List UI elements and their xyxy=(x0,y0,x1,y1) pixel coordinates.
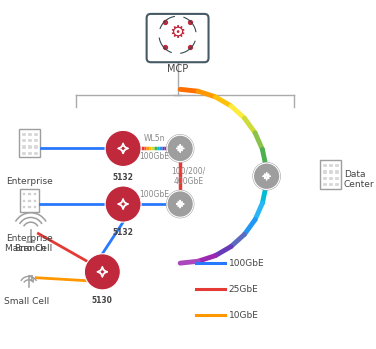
Text: Small Cell: Small Cell xyxy=(5,297,50,306)
FancyBboxPatch shape xyxy=(20,189,39,212)
Text: Macro Cell: Macro Cell xyxy=(5,244,53,253)
Bar xyxy=(335,183,338,185)
Circle shape xyxy=(167,135,193,162)
Bar xyxy=(335,164,338,166)
Bar xyxy=(34,206,36,208)
Circle shape xyxy=(84,254,120,290)
Bar xyxy=(28,139,31,141)
Bar xyxy=(329,164,332,166)
Bar xyxy=(28,206,31,208)
FancyBboxPatch shape xyxy=(320,160,341,189)
Circle shape xyxy=(105,131,141,166)
Circle shape xyxy=(253,163,280,190)
Text: 5130: 5130 xyxy=(92,296,113,305)
Bar xyxy=(34,193,36,195)
Bar xyxy=(22,133,25,135)
Bar xyxy=(22,139,25,141)
Bar xyxy=(335,177,338,179)
Bar xyxy=(28,200,31,202)
Bar xyxy=(329,170,332,173)
Bar xyxy=(329,183,332,185)
Bar xyxy=(22,151,25,154)
Bar xyxy=(23,193,25,195)
Bar xyxy=(23,200,25,202)
Bar xyxy=(28,193,31,195)
Bar xyxy=(329,177,332,179)
Text: 100GbE: 100GbE xyxy=(139,190,169,199)
Bar xyxy=(34,200,36,202)
FancyBboxPatch shape xyxy=(147,14,209,62)
Bar xyxy=(22,146,25,148)
Bar xyxy=(28,146,31,148)
Text: 100GbE: 100GbE xyxy=(139,152,169,161)
Bar xyxy=(335,170,338,173)
Bar xyxy=(34,133,37,135)
Text: 5132: 5132 xyxy=(113,173,133,182)
Text: Enterprise: Enterprise xyxy=(6,177,53,186)
Circle shape xyxy=(167,191,193,217)
Bar xyxy=(34,146,37,148)
Text: Data
Center: Data Center xyxy=(344,170,374,190)
Text: 100GbE: 100GbE xyxy=(229,259,264,268)
Text: ⚙: ⚙ xyxy=(170,24,186,42)
Text: 10GbE: 10GbE xyxy=(229,311,258,320)
Bar xyxy=(23,206,25,208)
Text: Enterprise
Branch: Enterprise Branch xyxy=(6,233,53,253)
Bar xyxy=(323,177,326,179)
Text: 5132: 5132 xyxy=(113,228,133,237)
Circle shape xyxy=(105,186,141,222)
Text: MCP: MCP xyxy=(167,64,188,74)
Bar xyxy=(28,151,31,154)
Text: 25GbE: 25GbE xyxy=(229,285,258,294)
Text: 100/200/
400GbE: 100/200/ 400GbE xyxy=(172,166,206,186)
Bar xyxy=(34,139,37,141)
Bar xyxy=(323,170,326,173)
Bar xyxy=(34,151,37,154)
Bar xyxy=(323,183,326,185)
Text: WL5n: WL5n xyxy=(143,134,165,143)
Bar xyxy=(323,164,326,166)
Circle shape xyxy=(31,279,33,281)
Bar xyxy=(28,133,31,135)
FancyBboxPatch shape xyxy=(19,129,40,157)
